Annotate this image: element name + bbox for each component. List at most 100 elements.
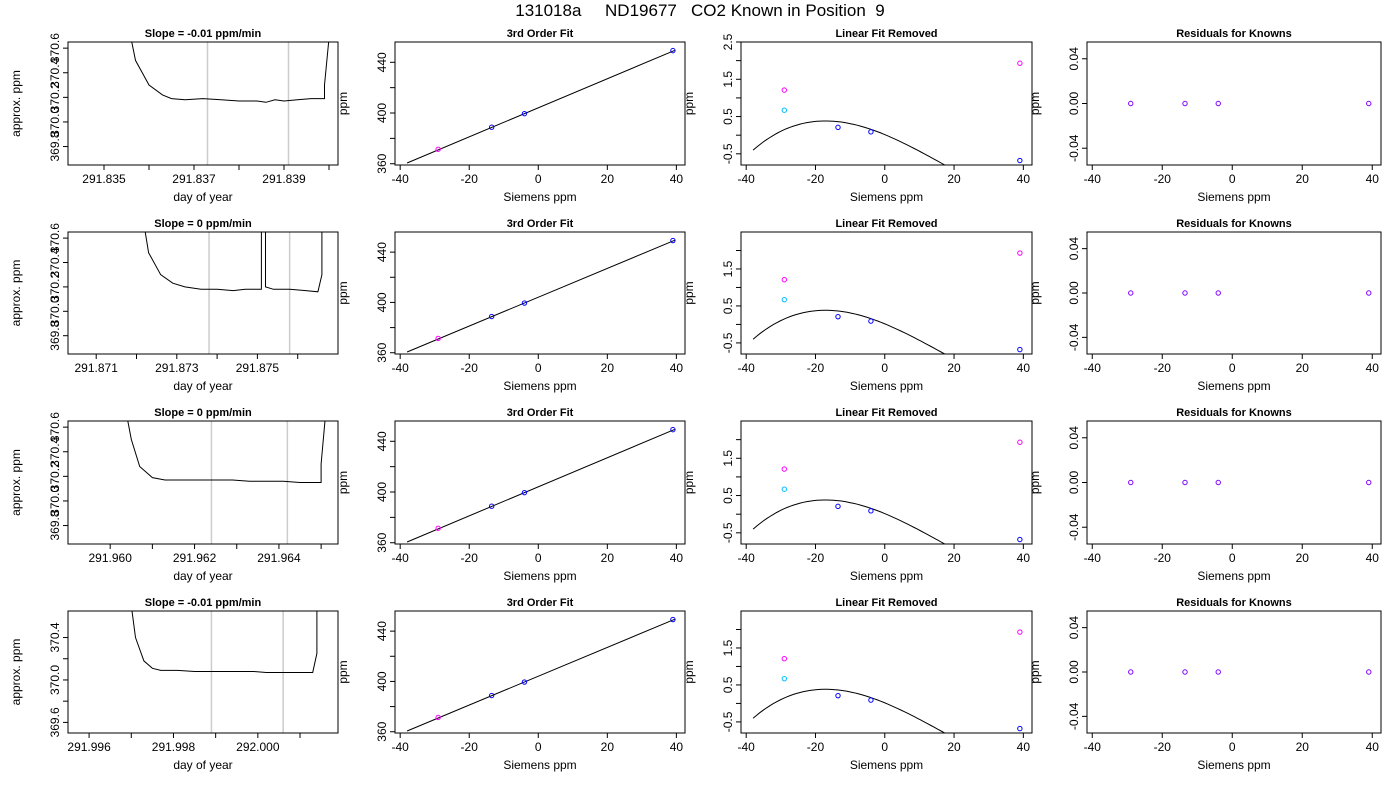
x-tick-label: 20 (947, 551, 961, 565)
panel-title: Linear Fit Removed (835, 407, 937, 419)
x-axis-label: Siemens ppm (850, 758, 923, 772)
cubic-fit-curve (752, 499, 946, 544)
y-axis-label: ppm (336, 660, 350, 683)
panel-title: Slope = -0.01 ppm/min (145, 597, 262, 609)
x-axis-label: Siemens ppm (850, 569, 923, 583)
x-tick-label: 291.839 (262, 172, 306, 186)
x-axis-label: day of year (173, 379, 232, 393)
y-tick-label: 440 (375, 431, 389, 451)
y-tick-label: 0.5 (721, 108, 735, 125)
fit-line (406, 239, 675, 353)
y-axis-label: ppm (336, 281, 350, 304)
x-tick-label: 20 (1296, 172, 1310, 186)
x-tick-label: 291.998 (152, 740, 196, 754)
data-point (781, 107, 788, 113)
y-axis-label: ppm (1028, 281, 1042, 304)
plot-frame (1086, 420, 1382, 545)
y-axis-label: ppm (682, 92, 696, 115)
x-tick-label: 40 (1366, 172, 1380, 186)
plot-area (406, 428, 675, 543)
x-axis-label: Siemens ppm (503, 569, 576, 583)
panel-r4-res: Residuals for Knowns Siemens ppm ppm -40 -20… (1028, 597, 1382, 772)
plot-frame (740, 420, 1033, 545)
plot-frame (394, 610, 686, 734)
x-tick-label: 20 (601, 740, 615, 754)
plot-frame (67, 420, 339, 545)
y-tick-label: 440 (375, 242, 389, 262)
x-tick-label: 20 (947, 361, 961, 375)
panel-r2-lin: Linear Fit Removed Siemens ppm ppm -40 -20 0 2… (682, 218, 1033, 393)
panel-r4-fit: 3rd Order Fit Siemens ppm ppm -40 -20 0 20 40 36… (336, 597, 686, 772)
fit-line (406, 49, 675, 164)
x-tick-label: 0 (1229, 740, 1236, 754)
x-tick-label: -20 (807, 172, 825, 186)
y-tick-label: 370.0 (48, 665, 62, 695)
x-tick-label: 291.960 (88, 551, 132, 565)
x-tick-label: 291.835 (82, 172, 126, 186)
y-tick-label: 369.8 (48, 320, 62, 350)
panel-r2-fit: 3rd Order Fit Siemens ppm ppm -40 -20 0 20 40 36… (336, 218, 686, 393)
panel-r3-res: Residuals for Knowns Siemens ppm ppm -40 -20… (1028, 407, 1382, 583)
y-tick-label: 370.4 (48, 57, 62, 87)
plot-area (131, 42, 330, 103)
plot-frame (1086, 610, 1382, 734)
x-tick-label: -40 (392, 551, 410, 565)
x-tick-label: -40 (392, 361, 410, 375)
x-tick-label: -40 (738, 740, 756, 754)
plot-area (752, 688, 946, 733)
y-tick-label: 0.5 (721, 297, 735, 314)
panel-title: 3rd Order Fit (507, 407, 574, 419)
data-point (781, 276, 788, 283)
data-point (781, 296, 788, 303)
x-axis-label: day of year (173, 569, 232, 583)
y-tick-label: 370.2 (48, 82, 62, 112)
panel-r2-time: Slope = 0 ppm/min day of year approx. ppm 2… (9, 218, 339, 393)
y-tick-label: 370.0 (48, 107, 62, 137)
y-axis-label: ppm (336, 471, 350, 494)
panel-title: 3rd Order Fit (507, 597, 574, 609)
y-tick-label: 0.00 (1067, 470, 1081, 494)
x-tick-label: 20 (1296, 551, 1310, 565)
panel-r2-res: Residuals for Knowns Siemens ppm ppm -40 -20… (1028, 218, 1382, 393)
x-tick-label: 40 (670, 172, 684, 186)
y-tick-label: 360 (375, 721, 389, 741)
x-tick-label: -40 (738, 172, 756, 186)
y-tick-label: 370.0 (48, 486, 62, 516)
data-point (1182, 669, 1188, 675)
x-tick-label: -40 (738, 551, 756, 565)
x-tick-label: 291.875 (236, 361, 280, 375)
data-point (1215, 669, 1221, 675)
data-point (781, 486, 788, 492)
x-axis-label: Siemens ppm (850, 190, 923, 204)
x-tick-label: -20 (461, 172, 479, 186)
y-axis-label: approx. ppm (9, 260, 23, 327)
plot-area (144, 232, 323, 293)
x-axis-label: Siemens ppm (503, 758, 576, 772)
y-tick-label: 0.00 (1067, 91, 1081, 115)
x-tick-label: 292.000 (236, 740, 280, 754)
x-tick-label: -40 (1084, 551, 1102, 565)
x-tick-label: 0 (881, 551, 888, 565)
fit-line (406, 428, 675, 543)
data-point (781, 655, 788, 662)
y-tick-label: 360 (375, 153, 389, 173)
data-point (488, 313, 495, 320)
y-axis-label: ppm (682, 660, 696, 683)
series-line (144, 232, 323, 293)
x-tick-label: 291.962 (173, 551, 217, 565)
plot-frame (67, 610, 339, 734)
x-tick-label: -20 (1154, 551, 1172, 565)
data-point (835, 124, 841, 131)
cubic-fit-curve (752, 120, 946, 165)
plot-area (752, 309, 946, 354)
panel-title: 3rd Order Fit (507, 218, 574, 230)
cubic-fit-curve (752, 309, 946, 354)
plot-frame (67, 231, 339, 355)
x-tick-label: -20 (807, 551, 825, 565)
x-tick-label: 40 (670, 551, 684, 565)
x-tick-label: 40 (670, 361, 684, 375)
y-axis-label: ppm (682, 281, 696, 304)
y-tick-label: 1.5 (721, 450, 735, 467)
panel-title: Slope = -0.01 ppm/min (145, 28, 262, 40)
